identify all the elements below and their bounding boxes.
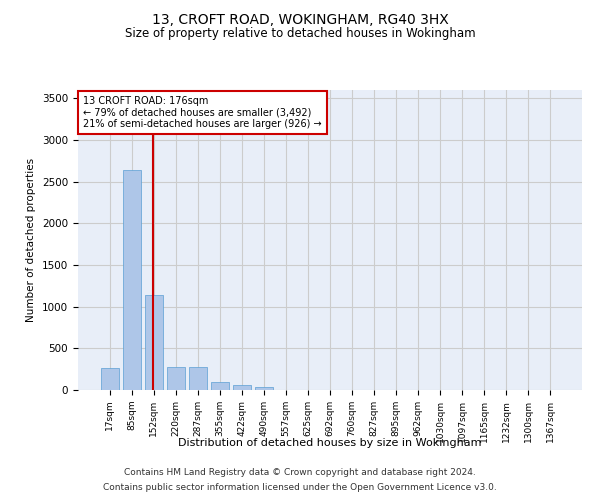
Bar (255, 387, 273, 390)
Y-axis label: Number of detached properties: Number of detached properties (26, 158, 37, 322)
Bar (167, 366, 185, 390)
Text: Contains public sector information licensed under the Open Government Licence v3: Contains public sector information licen… (103, 483, 497, 492)
Text: Size of property relative to detached houses in Wokingham: Size of property relative to detached ho… (125, 28, 475, 40)
Text: 13 CROFT ROAD: 176sqm
← 79% of detached houses are smaller (3,492)
21% of semi-d: 13 CROFT ROAD: 176sqm ← 79% of detached … (83, 96, 322, 129)
Text: 13, CROFT ROAD, WOKINGHAM, RG40 3HX: 13, CROFT ROAD, WOKINGHAM, RG40 3HX (152, 12, 448, 26)
Text: Contains HM Land Registry data © Crown copyright and database right 2024.: Contains HM Land Registry data © Crown c… (124, 468, 476, 477)
Bar (189, 366, 206, 390)
Bar (123, 170, 140, 390)
Text: Distribution of detached houses by size in Wokingham: Distribution of detached houses by size … (178, 438, 482, 448)
Bar (101, 368, 119, 390)
Bar (211, 382, 229, 390)
Bar (145, 295, 163, 390)
Bar (233, 386, 251, 390)
